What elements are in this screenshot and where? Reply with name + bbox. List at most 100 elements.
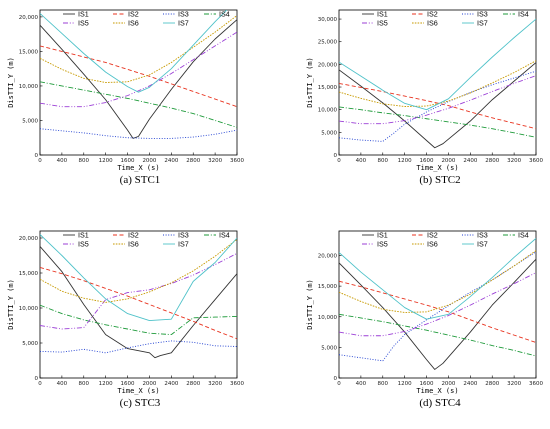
x-tick-label: 3200 — [208, 158, 222, 164]
legend-label-is1: IS1 — [377, 231, 388, 240]
y-tick-label: 0 — [334, 153, 338, 159]
legend-label-is4: IS4 — [219, 10, 230, 19]
panel-caption: (d) STC4 — [419, 397, 461, 409]
y-tick-label: 5,000 — [22, 118, 38, 124]
x-tick-label: 2400 — [164, 381, 178, 387]
plot-frame — [338, 9, 537, 156]
x-tick-label: 2800 — [485, 158, 499, 164]
series-line-is1 — [40, 246, 237, 359]
x-tick-label: 400 — [57, 381, 68, 387]
x-tick-label: 3600 — [230, 158, 244, 164]
legend-label-is3: IS3 — [477, 10, 488, 19]
x-tick-label: 2800 — [186, 158, 200, 164]
legend-label-is5: IS5 — [78, 240, 89, 249]
series-line-is6 — [40, 15, 237, 83]
x-tick-label: 1600 — [420, 158, 434, 164]
y-tick-label: 20,000 — [19, 236, 39, 242]
legend-label-is3: IS3 — [178, 231, 189, 240]
x-axis-label: Time_X (s) — [117, 164, 159, 172]
y-tick-label: 0 — [35, 153, 39, 159]
series-line-is3 — [40, 340, 237, 354]
x-tick-label: 2400 — [463, 381, 477, 387]
y-tick-label: 10,000 — [19, 84, 39, 90]
x-tick-label: 0 — [337, 158, 341, 164]
y-tick-label: 20,000 — [318, 62, 338, 68]
x-tick-label: 400 — [356, 381, 367, 387]
legend-label-is6: IS6 — [128, 240, 139, 249]
panel-caption: (c) STC3 — [120, 397, 161, 409]
legend-label-is2: IS2 — [427, 231, 438, 240]
x-tick-label: 1200 — [99, 381, 113, 387]
x-axis-label: Time_X (s) — [117, 387, 159, 395]
x-tick-label: 2000 — [142, 381, 156, 387]
y-tick-label: 5,000 — [321, 130, 337, 136]
legend-label-is7: IS7 — [477, 240, 488, 249]
legend-label-is3: IS3 — [178, 10, 189, 19]
x-tick-label: 3600 — [230, 381, 244, 387]
series-line-is6 — [339, 250, 536, 313]
x-tick-label: 2000 — [441, 158, 455, 164]
series-line-is3 — [40, 128, 237, 139]
x-tick-label: 3600 — [529, 158, 543, 164]
y-tick-label: 20,000 — [19, 15, 39, 21]
x-tick-label: 400 — [57, 158, 68, 164]
panel-caption: (b) STC2 — [419, 174, 460, 186]
legend-label-is2: IS2 — [427, 10, 438, 19]
legend: IS1 IS2 IS3 IS4 IS5 IS6 IS7 — [362, 10, 529, 28]
panel-caption: (a) STC1 — [120, 174, 161, 186]
y-tick-label: 5,000 — [22, 341, 38, 347]
x-tick-label: 2800 — [186, 381, 200, 387]
series-line-is2 — [339, 82, 536, 130]
legend-label-is7: IS7 — [477, 19, 488, 28]
y-tick-label: 15,000 — [19, 271, 39, 277]
series-line-is3 — [339, 70, 536, 142]
x-tick-label: 0 — [337, 381, 341, 387]
plot-frame — [39, 230, 238, 379]
x-tick-label: 3600 — [529, 381, 543, 387]
x-tick-label: 800 — [79, 158, 90, 164]
series-line-is6 — [40, 239, 237, 303]
series-line-is5 — [40, 31, 237, 108]
y-tick-label: 10,000 — [318, 315, 338, 321]
series-line-is5 — [40, 252, 237, 330]
legend-label-is6: IS6 — [427, 19, 438, 28]
legend-label-is3: IS3 — [477, 231, 488, 240]
x-tick-label: 2400 — [463, 158, 477, 164]
plot-frame — [338, 230, 537, 379]
legend-label-is5: IS5 — [377, 240, 388, 249]
x-axis-label: Time_X (s) — [416, 387, 458, 395]
legend-label-is4: IS4 — [518, 10, 529, 19]
chart-panel-2: 0 400 800 1200 1600 2000 2400 2800 3200 3600 0 5,00… — [306, 10, 543, 187]
x-tick-label: 2000 — [142, 158, 156, 164]
series-line-is2 — [339, 280, 536, 343]
chart-panel-1: 0 400 800 1200 1600 2000 2400 2800 3200 3600 0 5,00… — [7, 10, 244, 187]
x-tick-label: 0 — [38, 158, 42, 164]
y-tick-label: 10,000 — [19, 306, 39, 312]
legend: IS1 IS2 IS3 IS4 IS5 IS6 IS7 — [63, 10, 230, 28]
series-line-is4 — [40, 304, 237, 336]
x-tick-label: 800 — [378, 158, 389, 164]
chart-panel-3: 0 400 800 1200 1600 2000 2400 2800 3200 3600 0 5,00… — [7, 231, 244, 410]
x-tick-label: 1200 — [398, 381, 412, 387]
legend-label-is5: IS5 — [78, 19, 89, 28]
series-line-is7 — [40, 10, 228, 93]
legend-label-is2: IS2 — [128, 10, 139, 19]
series-line-is4 — [339, 313, 536, 357]
x-axis-label: Time_X (s) — [416, 164, 458, 172]
legend-label-is1: IS1 — [78, 231, 89, 240]
y-tick-label: 15,000 — [19, 49, 39, 55]
x-tick-label: 1600 — [121, 158, 135, 164]
x-tick-label: 800 — [79, 381, 90, 387]
series-line-is5 — [339, 272, 536, 337]
x-tick-label: 1200 — [398, 158, 412, 164]
x-tick-label: 1200 — [99, 158, 113, 164]
x-tick-label: 2400 — [164, 158, 178, 164]
series-line-is1 — [339, 258, 536, 370]
legend-label-is6: IS6 — [128, 19, 139, 28]
y-axis-label: DisTTI_Y (m) — [306, 279, 314, 330]
legend-label-is1: IS1 — [78, 10, 89, 19]
series-line-is1 — [40, 19, 237, 139]
legend-label-is6: IS6 — [427, 240, 438, 249]
legend: IS1 IS2 IS3 IS4 IS5 IS6 IS7 — [362, 231, 529, 249]
legend: IS1 IS2 IS3 IS4 IS5 IS6 IS7 — [63, 231, 230, 249]
